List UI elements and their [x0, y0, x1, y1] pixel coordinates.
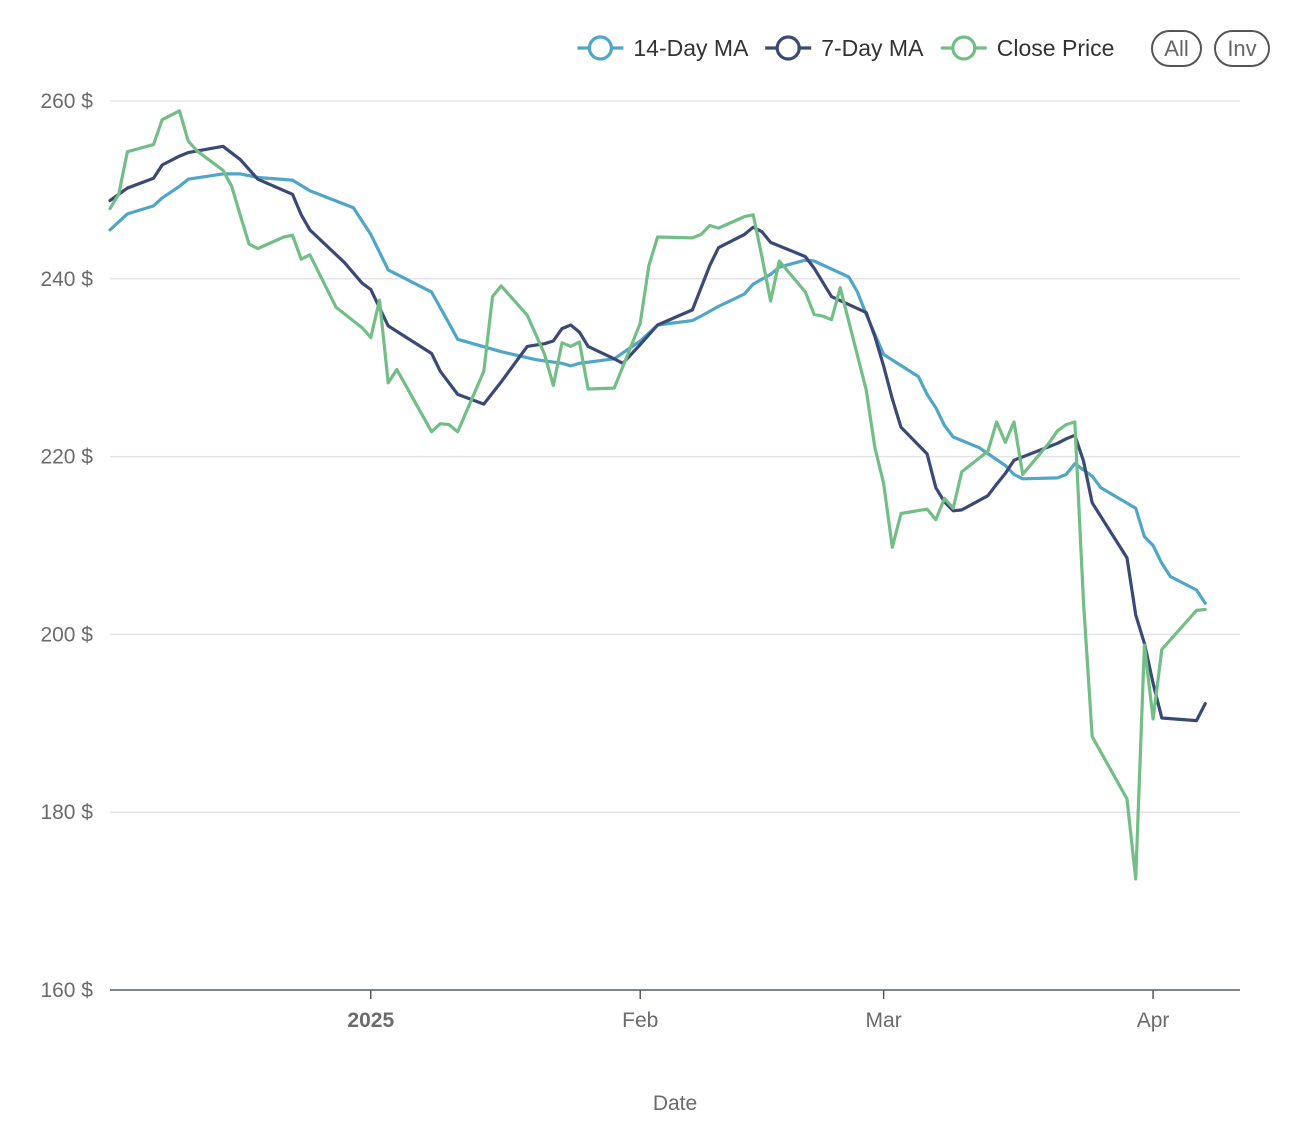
legend: Close Price 7-Day MA 14-Day MA: [577, 35, 1114, 61]
legend-item-7-day-ma[interactable]: 7-Day MA: [765, 35, 924, 61]
legend-item-14-day-ma[interactable]: 14-Day MA: [577, 35, 749, 61]
legend-circle-marker: [951, 35, 977, 61]
legend-item-close-price[interactable]: Close Price: [940, 35, 1115, 61]
all-toggle-button[interactable]: All: [1151, 30, 1202, 67]
x-tick-label: Feb: [622, 1009, 658, 1032]
y-tick-label: 200 $: [40, 623, 93, 646]
series-line-close-price: [108, 109, 1207, 881]
y-tick-label: 260 $: [40, 90, 93, 113]
y-tick-label: 180 $: [40, 801, 93, 824]
x-tick-label: 2025: [347, 1009, 394, 1032]
invert-toggle-button-frame[interactable]: [1214, 30, 1270, 67]
grid: [110, 100, 1240, 813]
legend-label: 7-Day MA: [821, 35, 924, 61]
series-line-7-day-ma: [108, 144, 1207, 723]
y-axis: 160 $ 180 $ 200 $ 220 $ 240 $ 260 $: [40, 90, 93, 1002]
all-toggle-button-label: All: [1164, 36, 1188, 61]
all-toggle-button-frame[interactable]: [1151, 30, 1202, 67]
series-line-14-day-ma: [108, 172, 1207, 605]
x-tick-label: Mar: [866, 1009, 902, 1032]
y-tick-label: 160 $: [40, 979, 93, 1002]
invert-toggle-button-label: Inv: [1227, 36, 1256, 61]
x-axis: 2025 Feb Mar Apr: [110, 989, 1240, 1032]
y-tick-label: 220 $: [40, 446, 93, 469]
legend-circle-marker: [587, 35, 614, 61]
invert-toggle-button[interactable]: Inv: [1214, 30, 1270, 67]
legend-label: Close Price: [997, 35, 1115, 61]
series-lines: [108, 109, 1207, 881]
x-tick-label: Apr: [1137, 1009, 1170, 1032]
legend-circle-marker: [775, 35, 801, 61]
legend-label: 14-Day MA: [633, 35, 749, 61]
y-tick-label: 240 $: [40, 268, 93, 291]
x-axis-title: Date: [653, 1092, 697, 1115]
